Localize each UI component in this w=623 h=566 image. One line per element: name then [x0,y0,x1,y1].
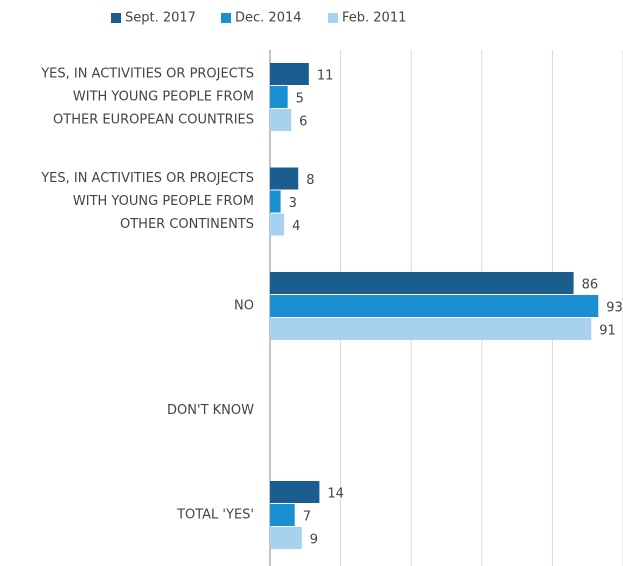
legend-swatch [221,13,231,23]
value-label: 8 [306,173,314,188]
value-label: 5 [296,92,304,107]
value-label: 11 [317,69,334,84]
value-label: 86 [582,278,599,293]
category-label: YES, IN ACTIVITIES OR PROJECTS [40,67,254,82]
bar [270,109,292,131]
bar [270,272,574,294]
bar [270,318,592,340]
value-label: 9 [310,533,318,548]
category-label: TOTAL 'YES' [176,508,254,523]
bar [270,190,281,213]
bar [270,167,299,190]
value-label: 14 [327,487,344,502]
legend-swatch [111,13,121,23]
category-label: YES, IN ACTIVITIES OR PROJECTS [40,171,254,186]
value-label: 6 [299,115,307,130]
legend-label: Dec. 2014 [235,11,302,26]
category-label: OTHER EUROPEAN COUNTRIES [53,113,254,128]
bar [270,481,320,503]
bar [270,213,285,236]
bar [270,86,288,108]
bar [270,527,302,549]
bar [270,295,599,317]
category-label: OTHER CONTINENTS [120,217,254,232]
legend-label: Sept. 2017 [125,11,196,26]
value-label: 91 [599,324,616,339]
value-label: 93 [606,301,623,316]
value-label: 4 [292,219,300,234]
bar [270,504,295,526]
legend-swatch [328,13,338,23]
value-label: 3 [289,196,297,211]
category-label: WITH YOUNG PEOPLE FROM [73,90,254,105]
bar [270,63,309,85]
legend-label: Feb. 2011 [342,11,406,26]
value-label: 7 [303,510,311,525]
category-label: WITH YOUNG PEOPLE FROM [73,194,254,209]
category-label: NO [234,299,254,314]
category-label: DON'T KNOW [167,403,254,418]
